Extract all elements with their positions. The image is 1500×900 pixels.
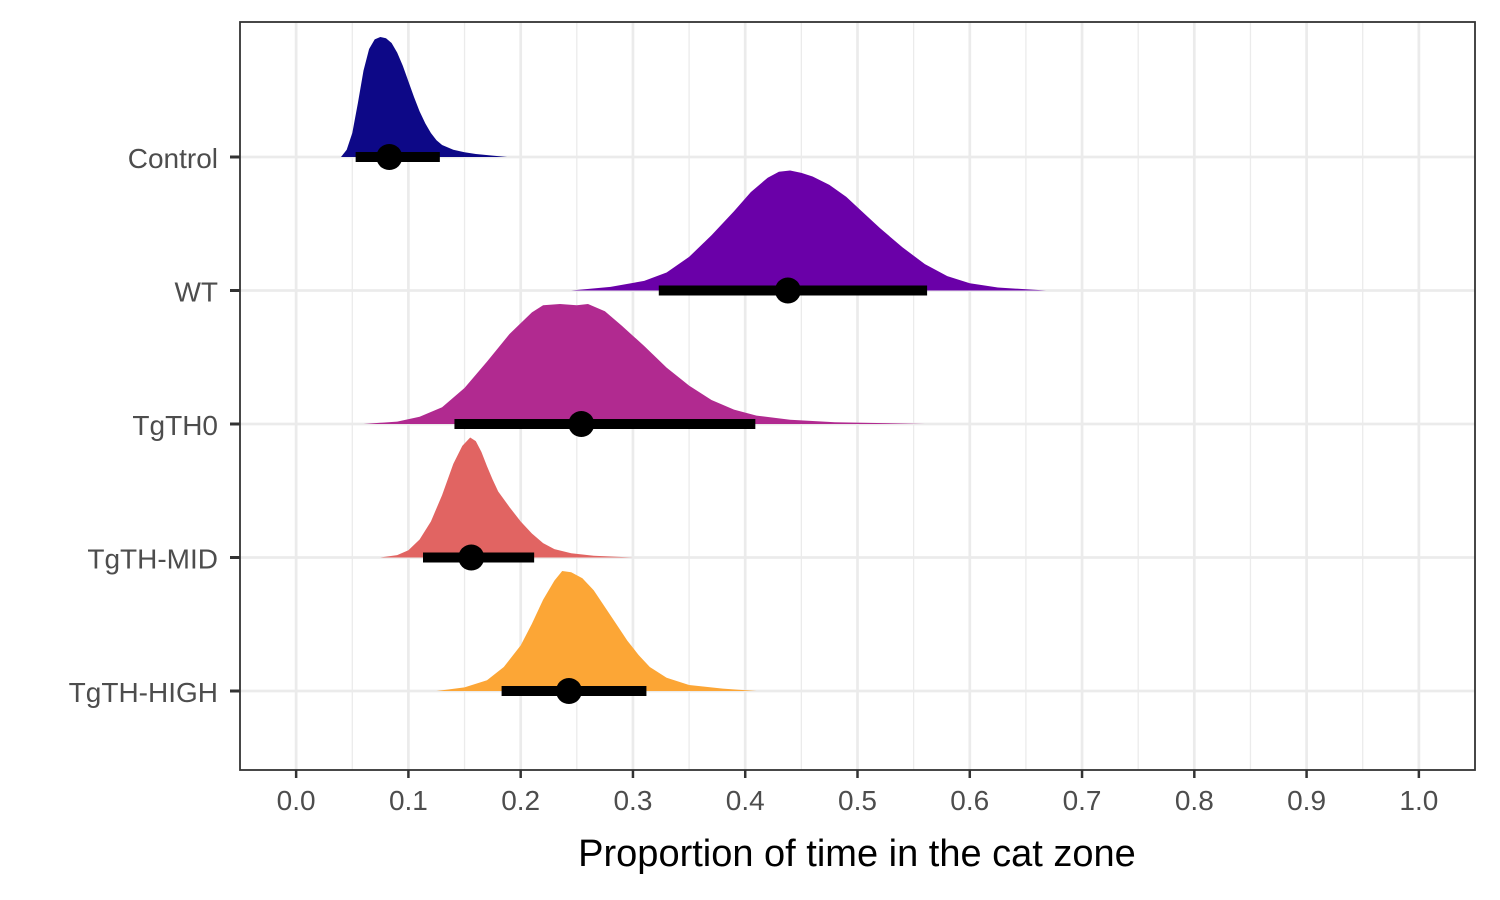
- x-tick-label: 0.4: [726, 785, 765, 816]
- density-WT: [571, 170, 1047, 291]
- point-TgTH0: [568, 411, 595, 437]
- x-tick-label: 0.6: [950, 785, 989, 816]
- x-tick-label: 0.0: [277, 785, 316, 816]
- y-tick-label: TgTH-HIGH: [69, 677, 218, 708]
- point-TgTH-HIGH: [555, 678, 582, 704]
- point-Control: [376, 144, 403, 170]
- axes-layer: 0.0 0.1 0.2 0.3 0.4 0.5 0.6 0.7 0.8 0.9 1.0 Control…: [69, 21, 1476, 816]
- density-Control: [341, 37, 508, 157]
- point-TgTH-MID: [458, 544, 485, 571]
- x-tick-label: 0.1: [389, 785, 428, 816]
- y-tick-label: TgTH-MID: [87, 544, 218, 575]
- x-tick-label: 0.9: [1287, 785, 1326, 816]
- x-tick-label: 0.7: [1063, 785, 1102, 816]
- x-tick-label: 0.5: [838, 785, 877, 816]
- y-tick-label: TgTH0: [132, 410, 218, 441]
- density-TgTH-HIGH: [436, 571, 757, 691]
- point-WT: [774, 277, 801, 304]
- data-layer: [341, 37, 1047, 704]
- y-tick-label: WT: [174, 277, 218, 308]
- density-TgTH0: [363, 304, 925, 424]
- x-tick-label: 0.2: [501, 785, 540, 816]
- x-tick-label: 0.3: [613, 785, 652, 816]
- density-TgTH-MID: [380, 437, 633, 558]
- x-tick-label: 1.0: [1399, 785, 1438, 816]
- x-axis-title: Proportion of time in the cat zone: [578, 833, 1136, 875]
- y-tick-label: Control: [128, 143, 218, 174]
- x-tick-label: 0.8: [1175, 785, 1214, 816]
